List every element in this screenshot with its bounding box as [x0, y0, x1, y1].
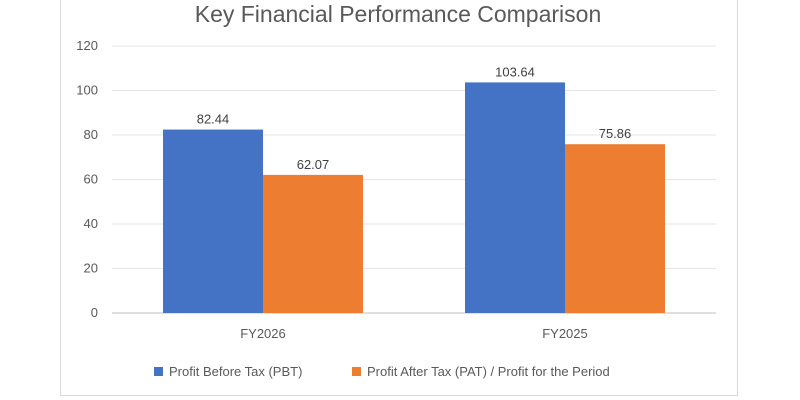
legend-swatch — [352, 367, 361, 376]
data-labels: 82.44 62.07 103.64 75.86 — [197, 64, 632, 171]
y-tick-label: 40 — [84, 216, 98, 231]
y-tick-label: 120 — [76, 38, 98, 53]
x-category-label: FY2026 — [240, 326, 286, 341]
data-label: 62.07 — [297, 157, 330, 172]
legend: Profit Before Tax (PBT) Profit After Tax … — [154, 364, 610, 379]
y-tick-label: 100 — [76, 83, 98, 98]
legend-swatch — [154, 367, 163, 376]
bar-pat-fy2026 — [263, 174, 363, 313]
y-tick-label: 80 — [84, 127, 98, 142]
bar-pat-fy2025 — [565, 144, 665, 313]
chart-title: Key Financial Performance Comparison — [195, 1, 602, 27]
data-label: 75.86 — [599, 126, 632, 141]
legend-label: Profit After Tax (PAT) / Profit for the … — [367, 364, 610, 379]
bar-pbt-fy2026 — [163, 129, 263, 313]
bars — [163, 82, 665, 313]
y-tick-label: 20 — [84, 261, 98, 276]
data-label: 82.44 — [197, 112, 230, 127]
x-category-label: FY2025 — [542, 326, 588, 341]
y-tick-label: 0 — [91, 305, 98, 320]
data-label: 103.64 — [495, 64, 535, 79]
y-axis-ticks: 0 20 40 60 80 100 120 — [76, 38, 98, 320]
y-tick-label: 60 — [84, 172, 98, 187]
bar-pbt-fy2025 — [465, 82, 565, 313]
x-axis-categories: FY2026 FY2025 — [240, 326, 588, 341]
legend-label: Profit Before Tax (PBT) — [169, 364, 302, 379]
